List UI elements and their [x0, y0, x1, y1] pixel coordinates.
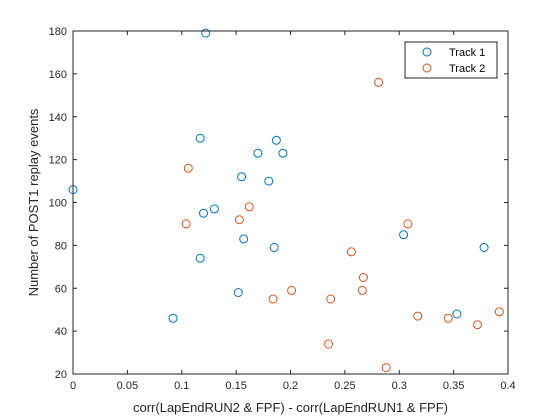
data-point-series-2-13: [413, 311, 423, 321]
x-tick-label: 0.25: [334, 380, 355, 392]
legend-marker-1: [422, 47, 432, 57]
data-point-series-1-2: [201, 28, 211, 38]
data-point-series-2-17: [324, 339, 334, 349]
y-tick-label: 100: [49, 198, 67, 210]
data-point-series-2-4: [234, 215, 244, 225]
x-tick-label: 0.1: [174, 380, 189, 392]
data-point-series-1-15: [168, 313, 178, 323]
data-point-series-2-14: [443, 313, 453, 323]
data-point-series-1-11: [239, 234, 249, 244]
data-point-series-2-10: [287, 285, 297, 295]
data-point-series-1-10: [199, 208, 208, 218]
y-tick-label: 80: [55, 240, 67, 252]
data-point-series-1-14: [233, 288, 243, 297]
y-tick-label: 120: [49, 155, 67, 167]
x-tick-label: 0.15: [225, 380, 246, 392]
x-tick-label: 0.3: [392, 380, 407, 392]
legend-marker-2: [422, 63, 432, 73]
data-point-series-1-16: [399, 230, 409, 240]
data-point-series-2-5: [181, 219, 191, 229]
x-tick-label: 0.35: [443, 380, 464, 392]
data-point-series-2-12: [326, 294, 336, 304]
data-point-series-2-1: [374, 77, 384, 87]
legend-box: [404, 41, 498, 79]
y-tick-label: 20: [55, 369, 67, 381]
data-point-series-1-5: [253, 148, 263, 158]
data-point-series-1-13: [195, 253, 205, 263]
plot-area: [73, 31, 508, 374]
data-point-series-2-6: [403, 219, 413, 229]
data-point-series-1-12: [269, 243, 279, 252]
x-tick-label: 0.05: [117, 380, 138, 392]
data-point-series-2-8: [358, 273, 368, 282]
data-point-series-1-17: [479, 243, 489, 252]
x-tick-label: 0.4: [500, 380, 515, 392]
y-axis-label: Number of POST1 replay events: [26, 108, 41, 296]
legend: Track 1 Track 2: [404, 41, 498, 79]
axes: 0 0.05 0.1 0.15 0.2 0.25 0.3 0.35 0.4 20 40 60 80 100…: [49, 26, 516, 392]
data-point-series-1-6: [278, 148, 288, 158]
y-tick-label: 40: [55, 326, 67, 338]
data-point-series-1-3: [195, 133, 205, 143]
data-point-series-1-4: [271, 135, 281, 145]
y-tick-label: 140: [49, 112, 67, 124]
data-point-series-2-3: [244, 202, 254, 212]
data-point-series-1-8: [264, 176, 274, 186]
x-tick-label: 0.2: [283, 380, 298, 392]
legend-label-1: Track 1: [449, 47, 485, 59]
data-point-series-2-16: [494, 307, 504, 317]
y-tick-label: 180: [49, 26, 67, 38]
data-point-series-2-7: [346, 247, 356, 257]
data-point-series-2-9: [357, 285, 367, 295]
data-point-series-2-11: [268, 294, 278, 304]
legend-label-2: Track 2: [449, 63, 485, 75]
data-point-series-2-15: [473, 320, 482, 330]
data-point-series-2-18: [381, 363, 391, 373]
x-axis-label: corr(LapEndRUN2 & FPF) - corr(LapEndRUN1…: [133, 400, 448, 415]
y-tick-label: 160: [49, 69, 67, 81]
data-point-series-2-2: [183, 163, 193, 173]
data-point-series-1-9: [209, 204, 219, 214]
data-point-series-1-7: [237, 172, 247, 182]
data-point-series-1-18: [452, 309, 462, 319]
x-tick-label: 0: [70, 380, 76, 392]
y-tick-label: 60: [55, 283, 67, 295]
data-marks: [68, 28, 504, 373]
